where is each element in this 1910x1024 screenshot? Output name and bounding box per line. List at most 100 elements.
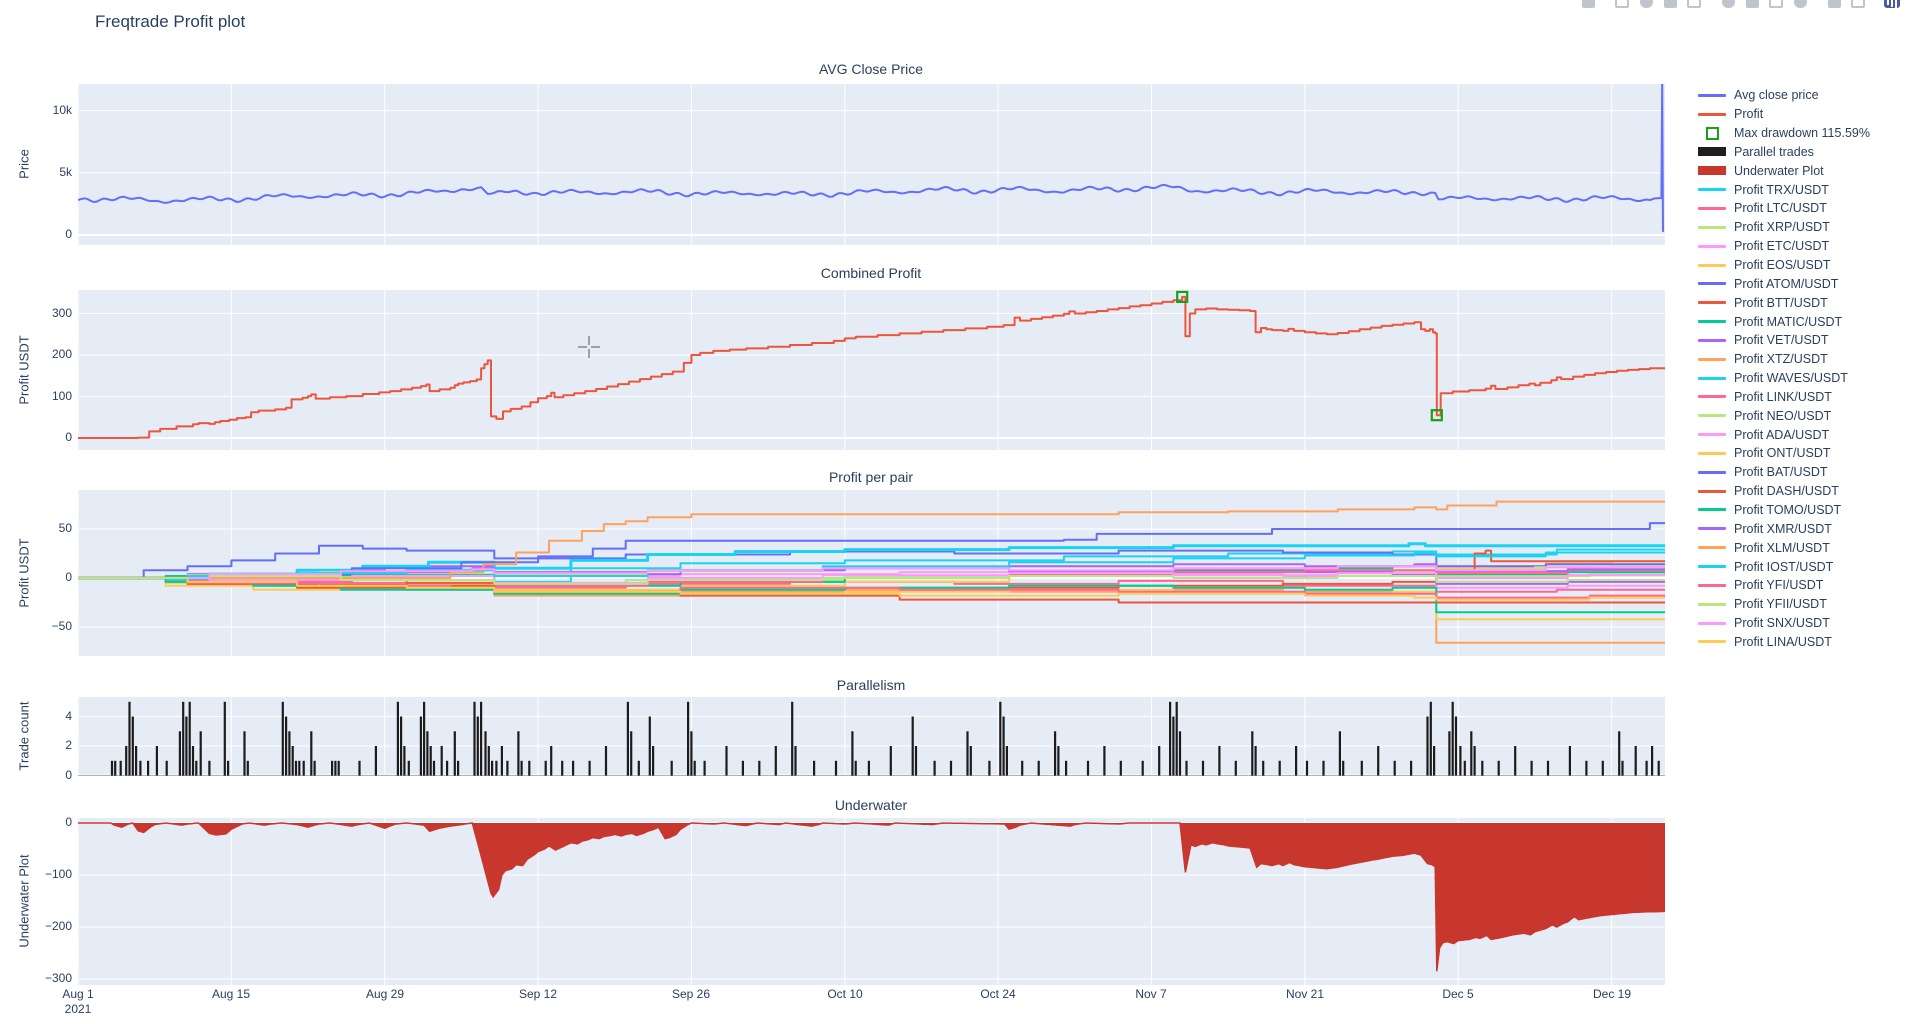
- legend-item[interactable]: Profit EOS/USDT: [1698, 256, 1906, 275]
- legend: Avg close price Profit Max drawdown 115.59…: [1698, 86, 1906, 651]
- x-tick-label: Aug 15: [211, 987, 251, 1001]
- legend-label: Profit BTT/USDT: [1734, 295, 1828, 310]
- legend-swatch: [1698, 301, 1726, 305]
- legend-label: Profit LINA/USDT: [1734, 634, 1832, 649]
- legend-item[interactable]: Profit ETC/USDT: [1698, 237, 1906, 256]
- legend-label: Profit WAVES/USDT: [1734, 371, 1848, 386]
- legend-item[interactable]: Profit LINA/USDT: [1698, 632, 1906, 651]
- legend-item[interactable]: Profit LINK/USDT: [1698, 388, 1906, 407]
- legend-item[interactable]: Avg close price: [1698, 86, 1906, 105]
- y-tick-label: 0: [65, 815, 72, 829]
- toggle-spikelines-icon[interactable]: [1822, 0, 1846, 8]
- y-tick-label: 0: [65, 768, 72, 782]
- legend-swatch: [1698, 206, 1726, 210]
- legend-item[interactable]: Max drawdown 115.59%: [1698, 124, 1906, 143]
- legend-label: Profit NEO/USDT: [1734, 408, 1832, 423]
- plotly-logo[interactable]: [1880, 0, 1904, 8]
- legend-label: Profit ADA/USDT: [1734, 427, 1830, 442]
- legend-swatch: [1698, 188, 1726, 192]
- x-tick-label: Aug 29: [365, 987, 405, 1001]
- y-tick-label: 0: [65, 227, 72, 241]
- pan-icon[interactable]: [1634, 0, 1658, 8]
- subplot-title-combined-profit: Combined Profit: [820, 265, 922, 281]
- legend-label: Profit XRP/USDT: [1734, 220, 1830, 235]
- legend-item[interactable]: Parallel trades: [1698, 143, 1906, 162]
- legend-swatch: [1698, 546, 1726, 550]
- lasso-select-icon[interactable]: [1682, 0, 1706, 8]
- y-tick-label: 100: [51, 389, 72, 403]
- legend-swatch: [1698, 376, 1726, 380]
- y-tick-label: 2: [65, 738, 72, 752]
- y-tick-label: −100: [44, 867, 72, 881]
- legend-label: Profit XTZ/USDT: [1734, 352, 1828, 367]
- camera-icon[interactable]: [1576, 0, 1600, 8]
- x-tick-label: Nov 7: [1135, 987, 1167, 1001]
- legend-swatch: [1698, 433, 1726, 437]
- legend-item[interactable]: Profit DASH/USDT: [1698, 482, 1906, 501]
- legend-swatch-max-drawdown: [1698, 126, 1726, 140]
- zoom-out-icon[interactable]: [1740, 0, 1764, 8]
- legend-item[interactable]: Profit XRP/USDT: [1698, 218, 1906, 237]
- legend-label: Profit LINK/USDT: [1734, 389, 1832, 404]
- legend-swatch: [1698, 489, 1726, 493]
- y-tick-label: 0: [65, 570, 72, 584]
- subplot-title-profit-per-pair: Profit per pair: [828, 469, 914, 485]
- legend-item[interactable]: Profit ONT/USDT: [1698, 444, 1906, 463]
- y-tick-label: −200: [44, 919, 72, 933]
- legend-item[interactable]: Profit SNX/USDT: [1698, 614, 1906, 633]
- y-tick-label: 0: [65, 430, 72, 444]
- legend-label: Parallel trades: [1734, 144, 1814, 159]
- legend-label: Profit: [1734, 107, 1764, 122]
- legend-swatch: [1698, 112, 1726, 116]
- legend-label: Profit ETC/USDT: [1734, 239, 1830, 254]
- y-tick-label: 4: [65, 709, 72, 723]
- legend-swatch: [1698, 225, 1726, 229]
- legend-swatch: [1698, 565, 1726, 569]
- modebar: [1576, 0, 1904, 8]
- legend-item[interactable]: Profit BTT/USDT: [1698, 293, 1906, 312]
- box-select-icon[interactable]: [1658, 0, 1682, 8]
- legend-swatch: [1698, 583, 1726, 587]
- legend-label: Profit BAT/USDT: [1734, 465, 1828, 480]
- legend-item[interactable]: Profit BAT/USDT: [1698, 463, 1906, 482]
- y-tick-label: 10k: [52, 103, 72, 117]
- x-tick-label: Oct 10: [827, 987, 863, 1001]
- legend-item[interactable]: Profit XMR/USDT: [1698, 519, 1906, 538]
- legend-item[interactable]: Profit IOST/USDT: [1698, 557, 1906, 576]
- legend-item[interactable]: Profit XTZ/USDT: [1698, 350, 1906, 369]
- zoom-icon[interactable]: [1610, 0, 1634, 8]
- legend-item[interactable]: Profit XLM/USDT: [1698, 538, 1906, 557]
- x-tick-label: Sep 12: [518, 987, 558, 1001]
- legend-item[interactable]: Profit YFI/USDT: [1698, 576, 1906, 595]
- x-tick-label: Sep 26: [671, 987, 711, 1001]
- subplot-title-avg-close-price: AVG Close Price: [819, 61, 923, 77]
- page-title: Freqtrade Profit plot: [95, 12, 246, 31]
- legend-item[interactable]: Profit NEO/USDT: [1698, 406, 1906, 425]
- hover-compare-icon[interactable]: [1846, 0, 1870, 8]
- legend-label: Profit EOS/USDT: [1734, 258, 1831, 273]
- x-tick-label: Aug 1: [62, 987, 94, 1001]
- legend-item[interactable]: Profit TOMO/USDT: [1698, 501, 1906, 520]
- legend-swatch: [1698, 451, 1726, 455]
- legend-label: Profit ONT/USDT: [1734, 446, 1831, 461]
- legend-label: Profit IOST/USDT: [1734, 559, 1834, 574]
- legend-item[interactable]: Underwater Plot: [1698, 161, 1906, 180]
- legend-item[interactable]: Profit: [1698, 105, 1906, 124]
- autoscale-icon[interactable]: [1764, 0, 1788, 8]
- zoom-in-icon[interactable]: [1716, 0, 1740, 8]
- legend-swatch: [1698, 621, 1726, 625]
- legend-item[interactable]: Profit TRX/USDT: [1698, 180, 1906, 199]
- legend-swatch: [1698, 602, 1726, 606]
- legend-item[interactable]: Profit MATIC/USDT: [1698, 312, 1906, 331]
- legend-item[interactable]: Profit WAVES/USDT: [1698, 369, 1906, 388]
- legend-item[interactable]: Profit ATOM/USDT: [1698, 274, 1906, 293]
- legend-item[interactable]: Profit VET/USDT: [1698, 331, 1906, 350]
- x-tick-label: Dec 19: [1592, 987, 1632, 1001]
- legend-item[interactable]: Profit YFII/USDT: [1698, 595, 1906, 614]
- legend-swatch: [1698, 282, 1726, 286]
- reset-axes-icon[interactable]: [1788, 0, 1812, 8]
- y-tick-label: 200: [51, 347, 72, 361]
- legend-item[interactable]: Profit ADA/USDT: [1698, 425, 1906, 444]
- legend-item[interactable]: Profit LTC/USDT: [1698, 199, 1906, 218]
- legend-label: Profit VET/USDT: [1734, 333, 1829, 348]
